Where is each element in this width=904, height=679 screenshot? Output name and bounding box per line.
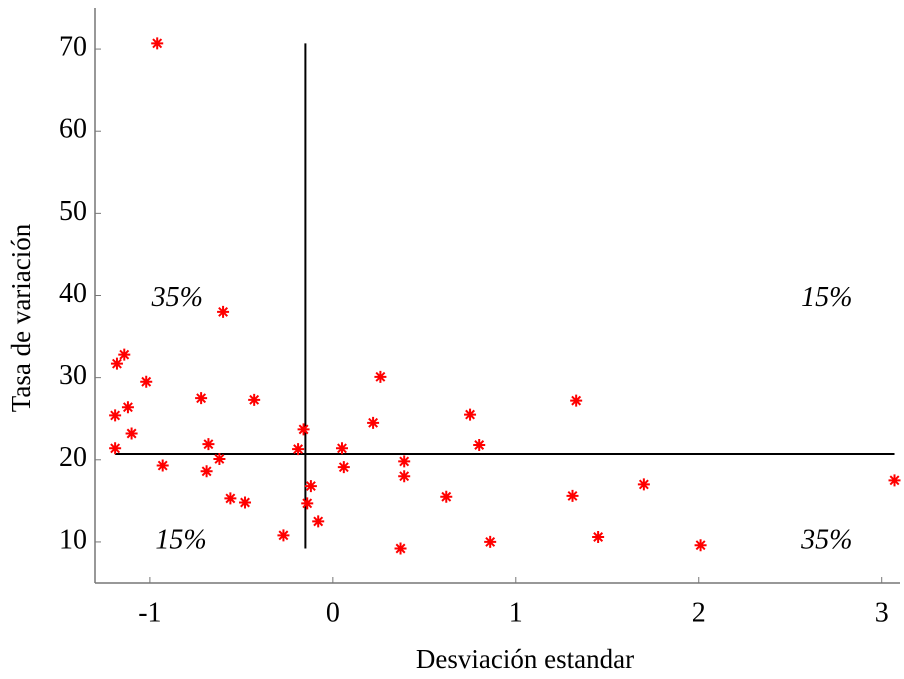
point <box>151 37 164 50</box>
point <box>195 392 208 405</box>
point <box>297 423 310 436</box>
point <box>464 408 477 421</box>
point <box>694 539 707 552</box>
point <box>637 478 650 491</box>
point <box>224 492 237 505</box>
y-tick-label: 30 <box>59 360 87 391</box>
point <box>213 452 226 465</box>
point <box>304 480 317 493</box>
y-axis-label: Tasa de variación <box>6 223 36 412</box>
point <box>109 409 122 422</box>
point <box>277 529 290 542</box>
point <box>398 470 411 483</box>
point <box>110 357 123 370</box>
y-tick-label: 20 <box>59 442 87 473</box>
y-tick-label: 60 <box>59 114 87 145</box>
x-tick-label: 0 <box>326 597 340 628</box>
point <box>109 442 122 455</box>
point <box>301 497 314 510</box>
x-axis-label: Desviación estandar <box>416 644 634 674</box>
point <box>473 439 486 451</box>
point <box>570 394 583 407</box>
point <box>592 531 605 543</box>
point <box>566 489 579 502</box>
point <box>217 305 230 318</box>
point <box>484 535 497 548</box>
point <box>335 442 348 455</box>
point <box>156 459 169 472</box>
point <box>312 515 325 528</box>
point <box>125 427 138 440</box>
annotation: 35% <box>151 282 203 313</box>
point <box>140 375 153 388</box>
annotation: 35% <box>800 524 852 555</box>
x-tick-label: 3 <box>875 597 889 628</box>
point <box>398 455 411 468</box>
point <box>200 465 213 478</box>
point <box>118 348 131 361</box>
annotation: 15% <box>155 524 206 555</box>
point <box>367 416 380 429</box>
point <box>337 461 350 474</box>
annotation: 15% <box>801 282 852 313</box>
y-tick-label: 70 <box>59 31 87 62</box>
y-tick-label: 10 <box>59 524 87 555</box>
y-tick-label: 50 <box>59 196 87 227</box>
x-tick-label: -1 <box>138 597 161 628</box>
point <box>440 490 453 503</box>
point <box>374 370 387 383</box>
point <box>888 474 901 487</box>
point <box>248 393 261 406</box>
x-tick-label: 2 <box>692 597 706 628</box>
x-tick-label: 1 <box>509 597 523 628</box>
y-tick-label: 40 <box>59 278 87 309</box>
point <box>292 443 305 456</box>
point <box>121 401 134 414</box>
point <box>394 542 407 555</box>
point <box>239 496 252 509</box>
point <box>202 438 215 451</box>
